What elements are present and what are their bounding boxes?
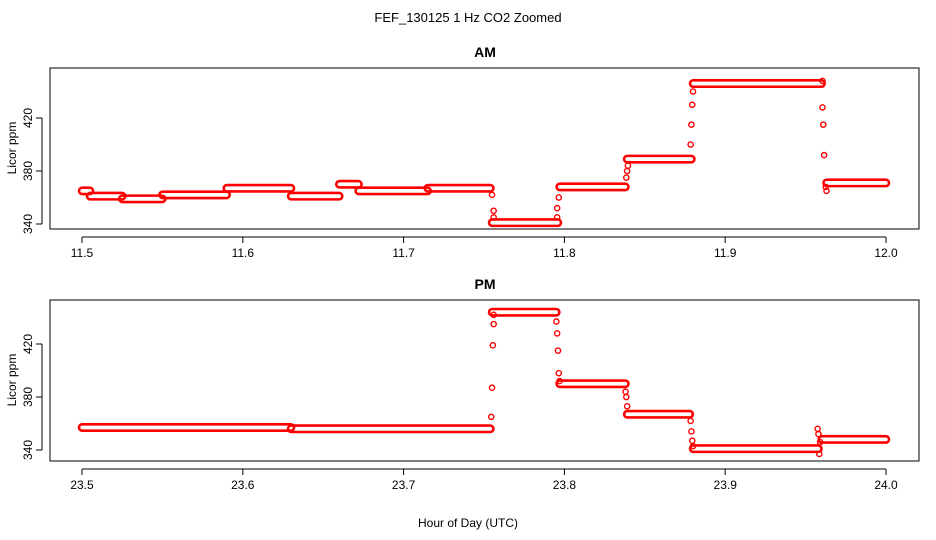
data-point [490, 311, 497, 319]
am-data-points [77, 77, 891, 228]
pm-x-tick-label: 23.9 [714, 478, 738, 492]
data-point [819, 77, 826, 85]
pm-y-tick-label: 380 [21, 387, 35, 407]
data-point [490, 214, 497, 221]
data-segment [487, 218, 563, 228]
am-y-axis-label: Licor ppm [5, 122, 19, 175]
data-segment [286, 191, 344, 201]
data-point [688, 101, 696, 109]
pm-x-tick-label: 23.5 [70, 478, 94, 492]
data-segment [555, 182, 630, 192]
data-segment [354, 186, 433, 196]
data-point [688, 428, 695, 435]
pm-data-points [77, 307, 891, 458]
data-segment [688, 444, 823, 454]
data-segment [688, 79, 826, 89]
am-x-tick-label: 11.5 [71, 246, 94, 260]
pm-x-tick-label: 24.0 [874, 478, 898, 492]
pm-x-tick-label: 23.6 [231, 478, 255, 492]
data-point [819, 104, 826, 111]
data-point [490, 207, 497, 215]
am-y-axis: 340 380 420 [21, 108, 43, 234]
data-segment [77, 422, 296, 432]
data-segment [423, 183, 495, 193]
pm-y-axis: 340 380 420 [21, 334, 43, 460]
data-point [688, 121, 695, 128]
data-point [555, 194, 563, 201]
data-segment [222, 183, 296, 193]
pm-plot-frame [49, 299, 920, 462]
data-point [623, 174, 630, 181]
am-panel: AM Licor ppm 11.5 11.6 11.7 11.8 11.9 12.0 34… [5, 44, 920, 260]
data-point [820, 151, 828, 159]
data-segment [487, 307, 561, 317]
data-point [822, 183, 830, 191]
data-segment [77, 186, 95, 196]
pm-panel-title: PM [475, 276, 496, 292]
data-point [819, 121, 827, 128]
am-x-tick-label: 12.0 [874, 246, 898, 260]
figure-x-axis-label: Hour of Day (UTC) [418, 516, 518, 530]
data-point [622, 388, 629, 396]
am-x-axis: 11.5 11.6 11.7 11.8 11.9 12.0 [71, 236, 898, 260]
data-point [623, 402, 631, 410]
data-segment [555, 379, 630, 389]
data-segment [622, 409, 695, 419]
data-point [487, 413, 495, 421]
pm-y-tick-label: 420 [21, 334, 35, 354]
pm-panel: PM Licor ppm 23.5 23.6 23.7 23.8 23.9 24.0 34… [5, 276, 920, 492]
am-x-tick-label: 11.8 [553, 246, 576, 260]
data-point [556, 377, 563, 385]
pm-x-tick-label: 23.8 [553, 478, 577, 492]
am-x-tick-label: 11.9 [714, 246, 737, 260]
am-plot-frame [49, 67, 920, 230]
data-point [553, 330, 561, 337]
data-segment [817, 434, 891, 444]
data-point [816, 438, 824, 446]
am-y-tick-label: 380 [21, 161, 35, 181]
data-point [815, 450, 823, 458]
data-point [814, 425, 821, 433]
data-point [553, 318, 560, 325]
pm-y-axis-label: Licor ppm [5, 354, 19, 407]
data-segment [334, 179, 363, 189]
data-point [688, 437, 696, 445]
data-point [689, 442, 697, 450]
data-point [554, 347, 562, 354]
data-point [623, 393, 630, 401]
data-point [823, 187, 830, 195]
data-point [490, 320, 497, 328]
data-point [623, 167, 631, 175]
pm-y-tick-label: 340 [21, 440, 35, 460]
am-y-tick-label: 420 [21, 108, 35, 128]
data-point [815, 430, 822, 438]
data-point [687, 417, 694, 425]
data-segment [286, 424, 495, 434]
am-y-tick-label: 340 [21, 214, 35, 234]
data-point [488, 191, 496, 199]
data-segment [158, 190, 232, 200]
data-point [687, 141, 694, 148]
am-x-tick-label: 11.6 [232, 246, 255, 260]
pm-x-tick-label: 23.7 [392, 478, 416, 492]
am-panel-title: AM [474, 44, 496, 60]
data-segment [622, 154, 696, 164]
data-segment [822, 178, 891, 188]
data-point [553, 204, 561, 212]
am-x-tick-label: 11.7 [392, 246, 415, 260]
data-point [624, 162, 632, 169]
data-point [689, 88, 697, 95]
data-point [553, 214, 561, 221]
data-point [488, 384, 496, 392]
data-point [555, 369, 563, 377]
pm-x-axis: 23.5 23.6 23.7 23.8 23.9 24.0 [70, 468, 898, 492]
data-point [489, 342, 497, 349]
figure-title: FEF_130125 1 Hz CO2 Zoomed [374, 10, 561, 25]
